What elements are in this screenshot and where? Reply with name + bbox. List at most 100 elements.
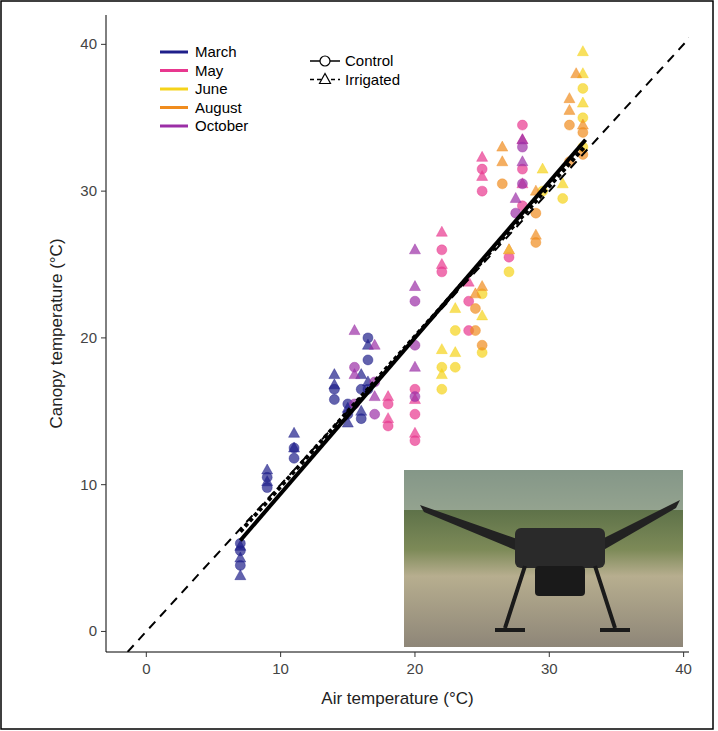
x-tick <box>146 652 147 657</box>
point <box>235 570 246 580</box>
fit-line <box>240 146 585 532</box>
point <box>517 120 527 130</box>
point <box>470 304 480 314</box>
point <box>578 83 588 93</box>
chart: 010203040010203040Air temperature (°C)Ca… <box>0 0 718 731</box>
point <box>450 326 460 336</box>
photo-background <box>404 470 683 647</box>
point <box>517 156 528 166</box>
point <box>363 355 373 365</box>
point <box>329 379 340 389</box>
point <box>369 339 380 349</box>
point <box>437 245 447 255</box>
point <box>409 361 420 371</box>
legend-label: August <box>195 99 243 116</box>
point <box>450 362 460 372</box>
y-tick <box>101 191 106 192</box>
point <box>564 104 575 114</box>
plot-data <box>106 15 689 652</box>
drone-legs <box>495 566 630 630</box>
x-axis-title: Air temperature (°C) <box>321 689 473 708</box>
legend-swatch <box>160 88 188 91</box>
legend-swatch <box>160 106 188 109</box>
point <box>477 170 488 180</box>
y-tick <box>101 631 106 632</box>
point <box>503 244 514 254</box>
point <box>517 178 528 188</box>
legend-swatch <box>160 51 188 54</box>
x-tick-label: 20 <box>407 660 424 677</box>
point <box>517 134 528 144</box>
x-tick <box>683 652 684 657</box>
drone-body <box>515 528 605 568</box>
point <box>557 178 568 188</box>
point <box>329 369 340 379</box>
y-tick <box>101 44 106 45</box>
point <box>383 413 394 423</box>
point <box>289 453 299 463</box>
point <box>517 179 527 189</box>
point <box>577 97 588 107</box>
point <box>497 179 507 189</box>
point <box>436 259 447 269</box>
figure-frame <box>1 1 713 729</box>
point <box>349 325 360 335</box>
point <box>510 192 521 202</box>
point <box>477 340 487 350</box>
legend-label: March <box>195 43 237 60</box>
drone-camera <box>535 566 585 596</box>
x-tick-label: 40 <box>675 660 692 677</box>
legend-marker <box>320 56 330 66</box>
point <box>289 443 299 453</box>
legend-months: MarchMayJuneAugustOctober <box>160 43 248 134</box>
x-tick-label: 30 <box>541 660 558 677</box>
y-tick-label: 30 <box>80 182 97 199</box>
point <box>262 464 273 474</box>
y-tick-label: 10 <box>80 476 97 493</box>
y-tick <box>101 484 106 485</box>
point <box>470 326 480 336</box>
point <box>349 369 360 379</box>
point <box>436 344 447 354</box>
y-tick-label: 20 <box>80 329 97 346</box>
point <box>329 395 339 405</box>
legend-swatch <box>160 69 188 72</box>
legend-swatch <box>160 125 188 128</box>
point <box>410 392 420 402</box>
x-tick <box>549 652 550 657</box>
y-tick-label: 40 <box>80 35 97 52</box>
legend-label: May <box>195 62 224 79</box>
point <box>410 296 420 306</box>
one-to-one-line <box>106 15 689 652</box>
y-tick <box>101 337 106 338</box>
y-axis <box>106 15 107 652</box>
point <box>558 193 568 203</box>
photo-inset <box>404 470 683 647</box>
point <box>450 303 461 313</box>
point <box>564 120 574 130</box>
point <box>517 134 528 144</box>
y-tick-label: 0 <box>89 622 97 639</box>
legend-marker <box>320 74 331 84</box>
point <box>409 244 420 254</box>
legend-treatments: ControlIrrigated <box>310 52 400 88</box>
x-tick <box>280 652 281 657</box>
point <box>383 391 394 401</box>
point <box>571 68 582 78</box>
point <box>504 267 514 277</box>
point <box>537 163 548 173</box>
point <box>410 409 420 419</box>
point <box>370 409 380 419</box>
legend-label: June <box>195 80 228 97</box>
point <box>262 476 273 486</box>
point <box>564 93 575 103</box>
x-tick-label: 10 <box>272 660 289 677</box>
point <box>369 391 380 401</box>
legend-label: Control <box>345 52 393 69</box>
point <box>530 229 541 239</box>
point <box>503 244 514 254</box>
x-tick-label: 0 <box>142 660 150 677</box>
point <box>235 540 246 550</box>
x-tick <box>414 652 415 657</box>
point <box>577 119 588 129</box>
